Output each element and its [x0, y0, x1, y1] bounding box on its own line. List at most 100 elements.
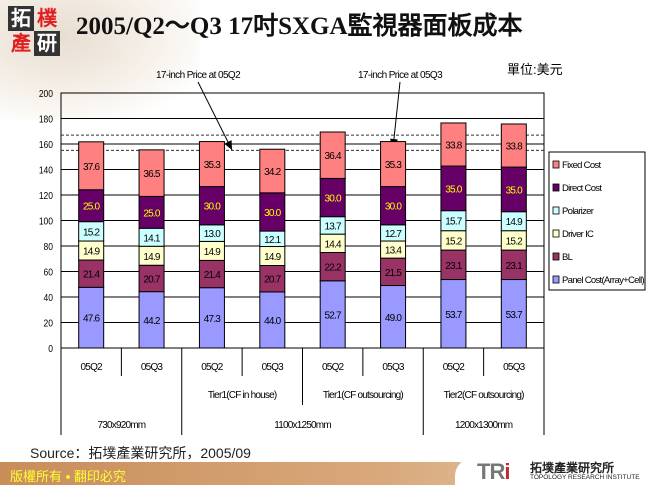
bar-segment — [440, 165, 467, 212]
logo-char: 研 — [34, 31, 60, 56]
legend-label: Fixed Cost — [562, 160, 601, 171]
data-label: 21.4 — [204, 270, 222, 281]
x-size-label: 1100x1250mm — [274, 420, 331, 431]
data-label: 35.3 — [385, 160, 403, 171]
bar-segment — [78, 259, 105, 288]
data-label: 21.4 — [83, 270, 101, 281]
y-tick-label: 200 — [39, 88, 53, 99]
data-label: 33.8 — [445, 141, 463, 152]
logo-char: 樸 — [37, 6, 57, 30]
data-label: 14.4 — [325, 239, 343, 250]
bar-segment — [380, 285, 407, 349]
data-label: 23.1 — [506, 261, 524, 272]
bar-segment — [78, 141, 105, 191]
bar-segment — [319, 280, 346, 349]
x-tick-label: 05Q2 — [322, 362, 345, 373]
bar-segment — [259, 265, 286, 293]
x-tick-label: 05Q2 — [81, 362, 104, 373]
page-title: 2005/Q2～Q3 17吋SXGA監視器面板成本 — [76, 13, 523, 40]
data-label: 30.0 — [325, 194, 343, 205]
data-label: 14.9 — [506, 217, 524, 228]
data-label: 14.9 — [83, 247, 101, 258]
y-tick-label: 140 — [39, 165, 53, 176]
copyright-text: 版權所有 ▪ 翻印必究 — [10, 469, 126, 484]
bar-segment — [138, 195, 165, 229]
data-label: 14.9 — [264, 252, 282, 263]
data-label: 13.4 — [385, 246, 403, 257]
logo-char: 拓 — [8, 6, 34, 31]
legend-swatch — [552, 160, 560, 169]
bar-segment — [440, 122, 467, 167]
data-label: 53.7 — [445, 310, 463, 321]
data-label: 20.7 — [143, 274, 161, 285]
x-tick-label: 05Q2 — [443, 362, 466, 373]
data-label: 36.5 — [143, 169, 161, 180]
bar-segment — [500, 279, 527, 349]
bar-segment — [198, 287, 225, 349]
bar-segment — [78, 286, 105, 349]
bar-segment — [78, 189, 105, 223]
bar-segment — [138, 149, 165, 197]
tri-logo: TRi 拓墣產業研究所 TOPOLOGY RESEARCH INSTITUTE — [455, 458, 650, 485]
bar-segment — [259, 148, 286, 194]
data-label: 35.3 — [204, 160, 222, 171]
bar-segment — [198, 259, 225, 289]
legend-label: BL — [562, 252, 573, 263]
data-label: 30.0 — [385, 202, 403, 213]
bar-segment — [440, 279, 467, 349]
data-label: 15.2 — [506, 236, 524, 247]
data-label: 13.7 — [325, 221, 343, 232]
x-size-label: 1200x1300mm — [455, 420, 513, 431]
data-label: 22.2 — [325, 263, 343, 274]
legend-label: Direct Cost — [562, 183, 602, 194]
data-label: 12.7 — [385, 229, 403, 240]
legend-label: Panel Cost(Array+Cell) — [562, 275, 645, 286]
data-label: 14.9 — [204, 247, 222, 258]
data-label: 53.7 — [506, 310, 524, 321]
unit-label: 單位:美元 — [507, 62, 563, 77]
data-label: 20.7 — [264, 275, 282, 286]
x-tick-label: 05Q3 — [141, 362, 164, 373]
bar-segment — [319, 177, 346, 218]
reference-annotation: 17-inch Price at 05Q2 — [156, 70, 241, 81]
legend-swatch — [552, 206, 560, 215]
data-label: 35.0 — [445, 184, 463, 195]
reference-annotation: 17-inch Price at 05Q3 — [358, 70, 443, 81]
x-tick-label: 05Q3 — [262, 362, 285, 373]
bar-segment — [319, 252, 346, 282]
data-label: 44.0 — [264, 316, 282, 327]
x-group-label: Tier1(CF outsourcing) — [323, 390, 404, 401]
bar-segment — [138, 291, 165, 349]
annotation-arrow-line — [392, 81, 401, 149]
data-label: 15.2 — [445, 236, 463, 247]
x-tick-label: 05Q2 — [201, 362, 224, 373]
tri-logo-cn: 拓墣產業研究所 — [530, 461, 615, 475]
stacked-bar-chart: 0 20 40 60 80 100 120 140 160 180 200 17-inch Price… — [39, 70, 646, 435]
tri-logo-en: TOPOLOGY RESEARCH INSTITUTE — [530, 474, 640, 481]
data-label: 14.9 — [143, 252, 161, 263]
annotation-arrow-line — [197, 81, 233, 151]
tri-logo-mark: TRi — [477, 459, 510, 484]
bar-segment — [500, 249, 527, 281]
legend-swatch — [552, 229, 560, 238]
y-tick-label: 160 — [39, 139, 53, 150]
y-tick-label: 0 — [48, 343, 53, 354]
y-tick-label: 40 — [44, 292, 53, 303]
annotation-arrow-head — [224, 140, 232, 150]
legend-swatch — [552, 252, 560, 261]
y-tick-label: 100 — [39, 216, 53, 227]
y-tick-label: 20 — [44, 318, 53, 329]
x-tick-label: 05Q3 — [503, 362, 526, 373]
bar-segment — [380, 257, 407, 287]
y-tick-label: 80 — [44, 241, 53, 252]
legend-label: Polarizer — [562, 206, 594, 217]
legend-box — [548, 151, 646, 291]
data-label: 21.5 — [385, 268, 403, 279]
y-tick-label: 180 — [39, 114, 53, 125]
x-size-label: 730x920mm — [97, 420, 145, 431]
data-label: 23.1 — [445, 261, 463, 272]
x-tick-label: 05Q3 — [382, 362, 405, 373]
source-note: Source：拓墣產業研究所，2005/09 — [30, 445, 251, 461]
data-label: 25.0 — [143, 208, 161, 219]
